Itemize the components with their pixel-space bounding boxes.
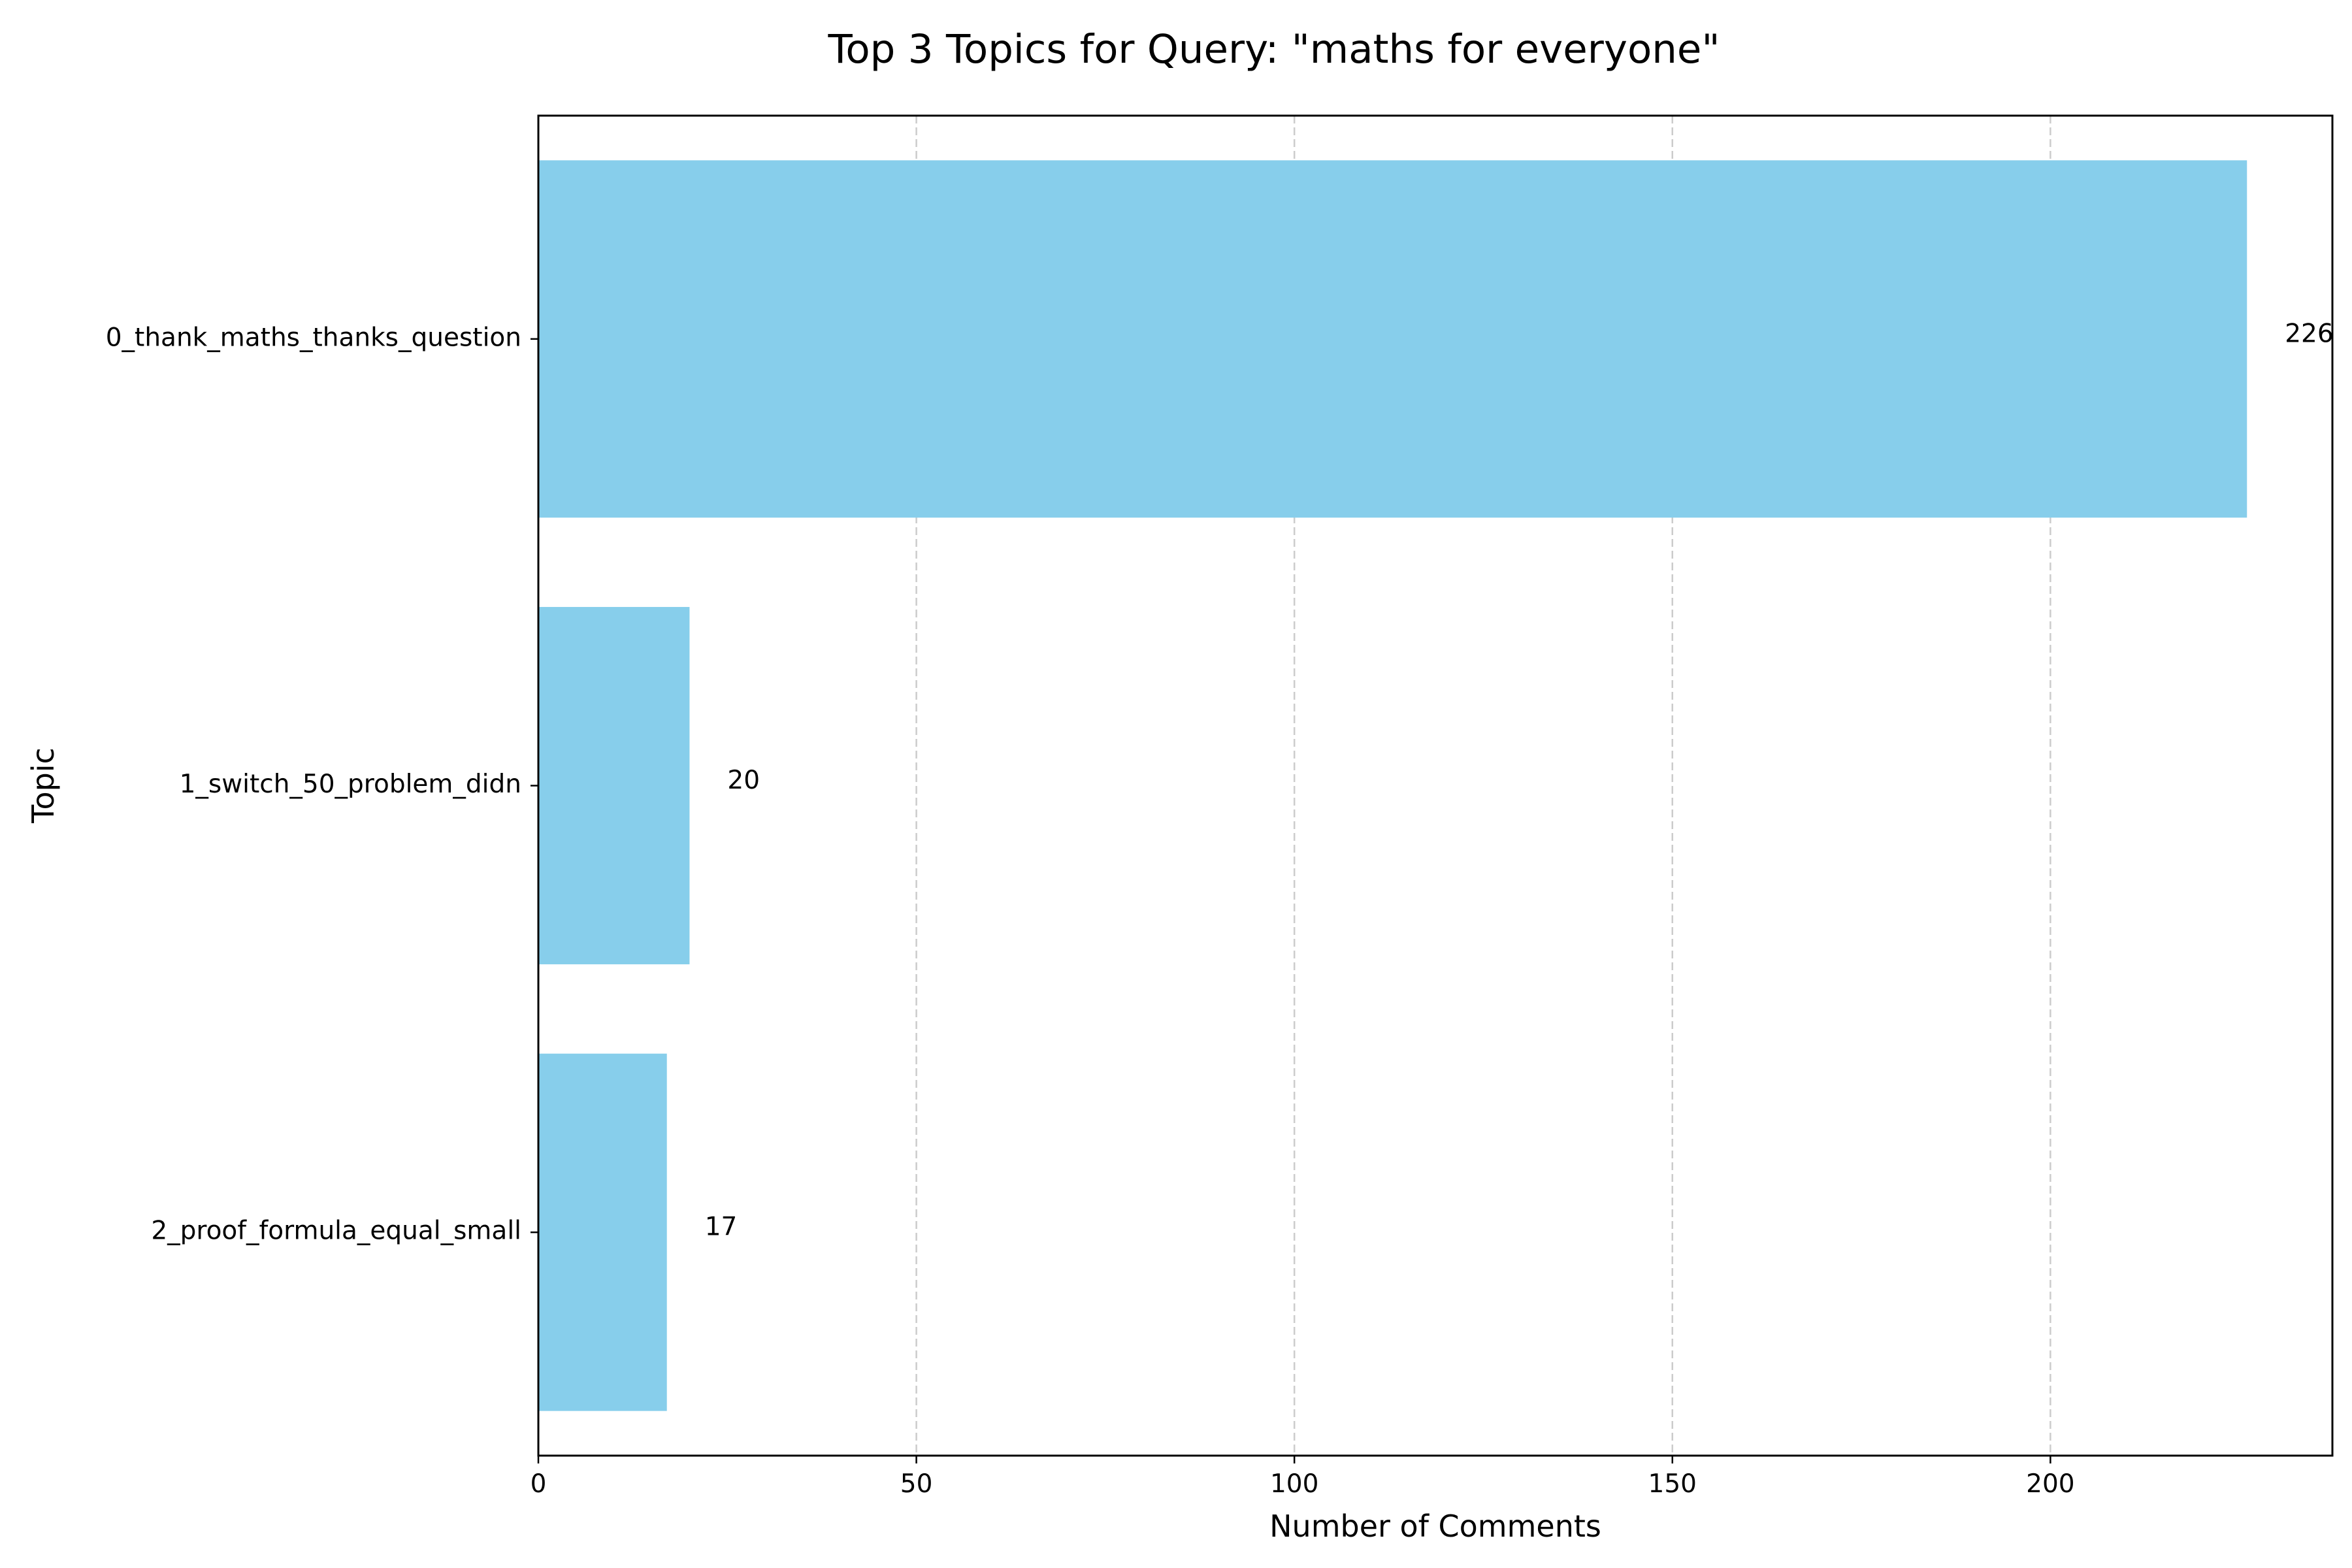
y-axis-label: Topic — [25, 747, 61, 824]
x-tick-label: 150 — [1648, 1469, 1697, 1499]
y-tick-label-1: 1_switch_50_problem_didn — [180, 770, 521, 799]
x-tick-label: 0 — [531, 1469, 547, 1499]
x-ticks: 0 50 100 150 200 — [531, 1456, 2075, 1499]
bar-0 — [538, 160, 2247, 518]
bar-2 — [538, 1053, 667, 1411]
data-label-1: 20 — [727, 766, 760, 795]
y-ticks: 0_thank_maths_thanks_question 1_switch_50… — [106, 323, 538, 1246]
x-tick-label: 100 — [1270, 1469, 1318, 1499]
y-tick-label-0: 0_thank_maths_thanks_question — [106, 323, 521, 352]
data-label-2: 17 — [705, 1213, 738, 1242]
y-tick-label-2: 2_proof_formula_equal_small — [151, 1217, 521, 1246]
x-tick-label: 200 — [2026, 1469, 2074, 1499]
bars — [538, 160, 2247, 1411]
bar-1 — [538, 607, 690, 964]
x-tick-label: 50 — [900, 1469, 933, 1499]
x-axis-label: Number of Comments — [1269, 1509, 1601, 1544]
plot-frame — [537, 114, 2334, 1457]
data-labels: 226 20 17 — [705, 319, 2334, 1241]
data-label-0: 226 — [2285, 319, 2333, 348]
chart-title: Top 3 Topics for Query: "maths for every… — [827, 26, 1720, 73]
